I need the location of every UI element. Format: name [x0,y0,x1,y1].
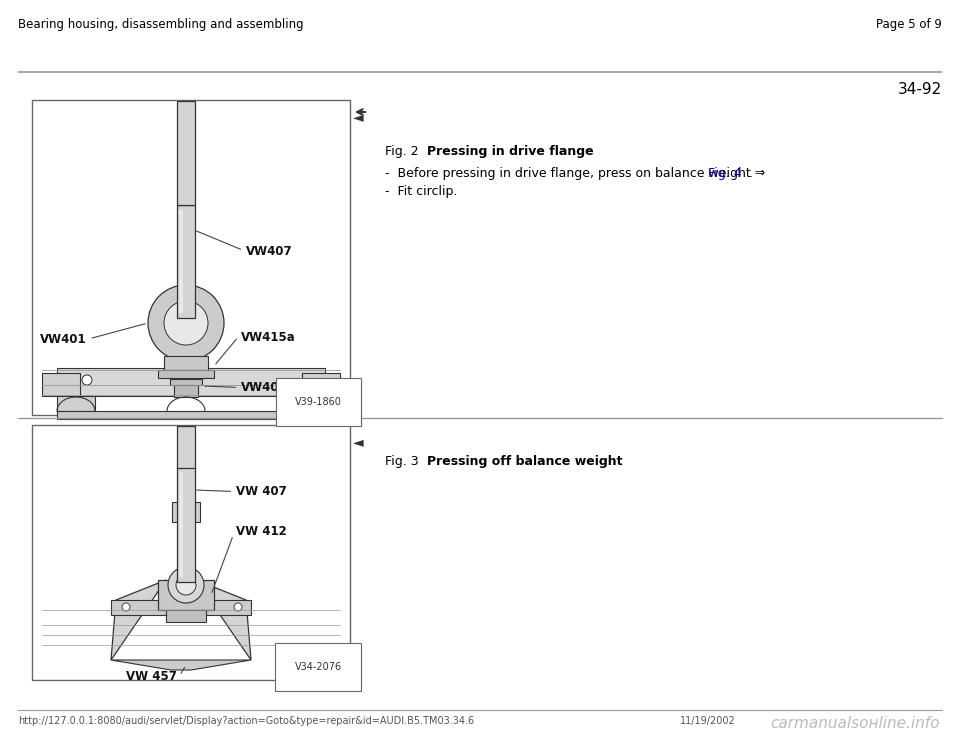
Text: VW407: VW407 [197,231,293,258]
Circle shape [122,603,130,611]
Bar [57,368,325,396]
Text: Page 5 of 9: Page 5 of 9 [876,18,942,31]
Text: VW401: VW401 [40,324,145,346]
Bar [180,370,192,382]
Text: -  Fit circlip.: - Fit circlip. [385,185,457,198]
Text: ◄: ◄ [353,110,364,124]
Text: V39-1860: V39-1860 [295,397,342,407]
Bar [32,100,350,415]
Circle shape [82,375,92,385]
Text: Bearing housing, disassembling and assembling: Bearing housing, disassembling and assem… [18,18,303,31]
Bar [172,502,200,522]
Circle shape [234,603,242,611]
Bar [177,205,195,318]
Bar [287,396,325,411]
Bar [32,425,350,680]
Text: VW 412: VW 412 [212,525,287,592]
Bar [179,210,183,313]
Bar [42,373,80,396]
Text: 11/19/2002: 11/19/2002 [680,716,735,726]
Bar [57,396,95,411]
Circle shape [164,301,208,345]
Polygon shape [111,660,251,670]
Bar [174,383,198,397]
Text: VW 457: VW 457 [126,667,184,683]
Bar [302,373,340,396]
Bar [177,467,195,582]
Bar [176,353,196,371]
Bar [177,426,195,468]
Text: 34-92: 34-92 [898,82,942,97]
Bar [179,472,183,577]
Bar [158,370,214,378]
Text: Fig. 4: Fig. 4 [708,167,742,180]
Bar [166,610,206,622]
Text: VW415a: VW415a [216,331,296,364]
Text: .: . [745,167,753,180]
Bar [158,580,214,610]
Text: ◄: ◄ [353,435,364,449]
Text: Pressing in drive flange: Pressing in drive flange [427,145,593,158]
Circle shape [148,285,224,361]
Polygon shape [111,580,166,660]
Text: V34-2076: V34-2076 [295,662,342,672]
Text: Fig. 3: Fig. 3 [385,455,419,468]
Bar [177,101,195,205]
Text: http://127.0.0.1:8080/audi/servlet/Display?action=Goto&type=repair&id=AUDI.B5.TM: http://127.0.0.1:8080/audi/servlet/Displ… [18,716,474,726]
Bar [57,411,325,419]
Text: VW402: VW402 [204,381,288,394]
Polygon shape [196,580,251,660]
Bar [111,600,251,615]
Text: VW 407: VW 407 [197,485,287,498]
Text: carmanualsонline.info: carmanualsонline.info [770,716,940,731]
Text: -  Before pressing in drive flange, press on balance weight ⇒: - Before pressing in drive flange, press… [385,167,769,180]
Text: Fig. 2: Fig. 2 [385,145,419,158]
Circle shape [176,575,196,595]
Circle shape [168,567,204,603]
Bar [170,379,202,385]
Bar [164,356,208,370]
Text: Pressing off balance weight: Pressing off balance weight [427,455,622,468]
